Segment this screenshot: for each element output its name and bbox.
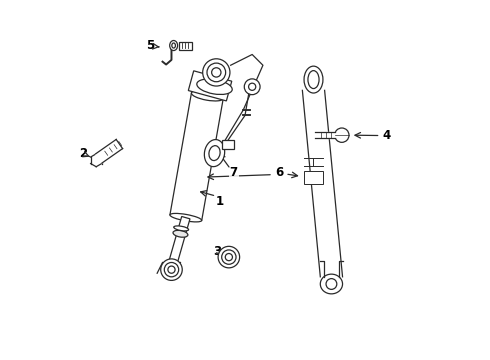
Ellipse shape [192,90,223,101]
Text: 5: 5 [146,39,154,52]
Circle shape [207,63,225,82]
Text: 7: 7 [229,166,238,179]
Text: 4: 4 [383,129,391,143]
Circle shape [161,259,182,280]
Circle shape [221,250,236,264]
Polygon shape [170,93,223,220]
Ellipse shape [204,140,225,167]
Ellipse shape [308,71,319,89]
Ellipse shape [197,79,232,94]
Polygon shape [188,71,232,101]
Circle shape [335,128,349,142]
Polygon shape [96,139,122,163]
Circle shape [225,253,232,261]
Polygon shape [168,216,190,269]
Circle shape [326,279,337,289]
Circle shape [248,83,256,90]
Ellipse shape [170,213,202,222]
Text: 3: 3 [213,244,221,257]
Circle shape [212,68,221,77]
Ellipse shape [170,41,177,50]
Circle shape [164,262,179,277]
Polygon shape [315,132,335,138]
Ellipse shape [320,274,343,294]
Text: 2: 2 [79,147,87,160]
Ellipse shape [174,226,189,231]
Text: 6: 6 [275,166,283,179]
Circle shape [203,59,230,86]
Circle shape [245,79,260,95]
Ellipse shape [173,230,188,237]
Ellipse shape [209,146,220,161]
Bar [304,171,323,184]
Text: 1: 1 [216,195,224,208]
Circle shape [218,246,240,268]
Circle shape [168,266,175,273]
Ellipse shape [172,43,175,48]
FancyBboxPatch shape [179,42,192,50]
Ellipse shape [304,66,323,93]
FancyBboxPatch shape [222,140,234,149]
